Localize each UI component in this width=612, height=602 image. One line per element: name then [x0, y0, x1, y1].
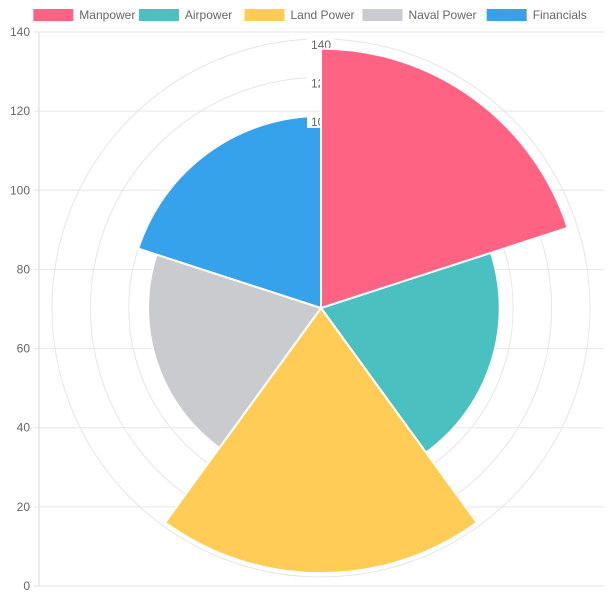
- radial-tick-labels: 140120100: [307, 37, 569, 310]
- legend-item-naval-power[interactable]: Naval Power: [362, 8, 477, 22]
- legend-swatch: [244, 9, 285, 21]
- y-tick-label: 0: [23, 579, 30, 593]
- segment-airpower[interactable]: [319, 251, 501, 454]
- legend-swatch: [33, 9, 74, 21]
- legend-item-manpower[interactable]: Manpower: [33, 8, 135, 22]
- y-tick-label: 60: [17, 342, 31, 356]
- y-tick-label: 100: [10, 183, 30, 197]
- radial-tick-backdrop: [307, 37, 335, 51]
- y-tick-label: 120: [10, 104, 30, 118]
- segment-manpower-overlay: [320, 47, 569, 310]
- legend-label: Land Power: [291, 8, 355, 22]
- legend-swatch: [486, 9, 527, 21]
- segment-naval-power[interactable]: [147, 253, 323, 450]
- legend-label: Naval Power: [409, 8, 477, 22]
- segment-financials[interactable]: [136, 114, 322, 310]
- legend-swatch: [138, 9, 179, 21]
- legend-label: Manpower: [79, 8, 135, 22]
- y-tick-label: 20: [17, 500, 31, 514]
- legend[interactable]: Manpower Airpower Land Power Naval Power Fin…: [33, 8, 587, 22]
- legend-label: Airpower: [185, 8, 232, 22]
- legend-label: Financials: [533, 8, 587, 22]
- legend-swatch: [362, 9, 403, 21]
- legend-item-airpower[interactable]: Airpower: [138, 8, 232, 22]
- segment-land-power[interactable]: [163, 306, 479, 575]
- y-tick-label: 140: [10, 25, 30, 39]
- legend-item-land-power[interactable]: Land Power: [244, 8, 355, 22]
- y-tick-label: 40: [17, 421, 31, 435]
- y-tick-label: 80: [17, 262, 31, 276]
- legend-item-financials[interactable]: Financials: [486, 8, 587, 22]
